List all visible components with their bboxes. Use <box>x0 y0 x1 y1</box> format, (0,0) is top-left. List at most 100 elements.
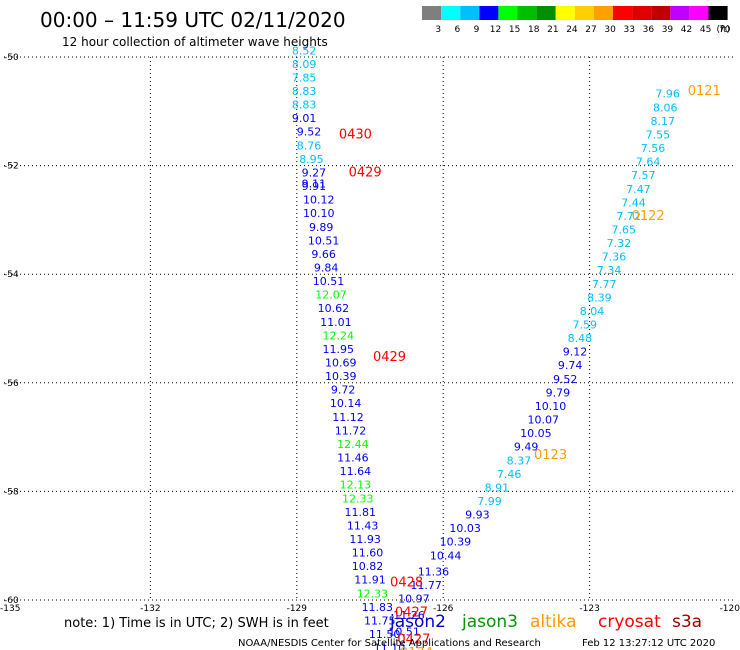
plot-axes: -135 -132 -129 -126 -123 -120 -50 -52 -54 -56 -58 -… <box>0 53 740 614</box>
swh-value-label: 7.64 <box>636 156 661 169</box>
legend-swatch <box>517 6 537 20</box>
plot-grid <box>4 56 736 601</box>
swh-value-label: 11.36 <box>418 566 450 579</box>
time-label: 0427 <box>397 632 430 647</box>
swh-value-label: 8.04 <box>580 305 605 318</box>
swh-value-label: 9.52 <box>553 373 578 386</box>
legend-tick-label: 15 <box>509 25 520 35</box>
legend-tick-label: 3 <box>435 25 441 35</box>
swh-value-label: 8.37 <box>507 454 532 467</box>
swh-value-label: 11.95 <box>323 343 355 356</box>
swh-value-label: 7.99 <box>477 495 502 508</box>
swh-value-label: 12.07 <box>315 289 347 302</box>
swh-value-label: 11.10 <box>374 642 406 650</box>
swh-value-label: 11.81 <box>344 506 376 519</box>
swh-value-label: 10.05 <box>520 427 552 440</box>
swh-value-label: 11.75 <box>364 614 396 627</box>
legend-swatch <box>689 6 709 20</box>
y-tick-label: -54 <box>4 270 19 280</box>
x-tick-label: -135 <box>0 604 20 614</box>
swh-value-label: 9.52 <box>297 126 322 139</box>
legend-tick-label: 42 <box>681 25 692 35</box>
swh-value-label: 9.12 <box>563 346 588 359</box>
swh-value-label: 10.07 <box>527 414 559 427</box>
y-tick-label: -60 <box>4 596 19 606</box>
swh-value-label: 11.46 <box>337 452 369 465</box>
swh-value-label: 8.17 <box>651 115 676 128</box>
legend-swatch <box>441 6 461 20</box>
legend-tick-label: 9 <box>474 25 480 35</box>
footer-note: note: 1) Time is in UTC; 2) SWH is in fe… <box>64 616 329 631</box>
swh-value-label: 10.39 <box>440 536 472 549</box>
swh-value-label: 7.59 <box>572 319 597 332</box>
time-label: 0428 <box>390 575 423 590</box>
legend-tick-label: 45 <box>700 25 711 35</box>
swh-value-label: 7.96 <box>655 88 680 101</box>
swh-value-label: 11.43 <box>347 519 379 532</box>
swh-value-label: 9.72 <box>331 384 356 397</box>
swh-value-label: 10.69 <box>325 357 357 370</box>
legend-tick-label: 33 <box>624 25 635 35</box>
x-tick-label: -129 <box>287 604 308 614</box>
swh-value-label: 11.72 <box>335 424 367 437</box>
swh-value-label: 9.27 <box>302 166 327 179</box>
swh-value-label: 10.03 <box>449 522 481 535</box>
swh-value-label: 9.49 <box>514 441 539 454</box>
swh-value-label: 11.12 <box>332 411 364 424</box>
swh-value-label: 7.72 <box>616 210 641 223</box>
time-label: 0429 <box>349 165 382 180</box>
swh-value-label: 11.60 <box>352 547 384 560</box>
swh-value-label: 7.47 <box>626 183 651 196</box>
footer-timestamp: Feb 12 13:27:12 UTC 2020 <box>582 638 715 649</box>
swh-value-label: 8.76 <box>297 139 322 152</box>
swh-value-label: 11.83 <box>362 601 394 614</box>
x-tick-label: -132 <box>140 604 160 614</box>
swh-value-label: 9.93 <box>465 509 490 522</box>
swh-value-label: 7.44 <box>621 196 646 209</box>
swh-value-label: 7.57 <box>631 169 656 182</box>
swh-value-label: 10.51 <box>308 234 340 247</box>
swh-value-label: 9.79 <box>546 386 571 399</box>
legend-swatch <box>422 6 442 20</box>
swh-value-label: 7.85 <box>292 71 317 84</box>
swh-labels: 8.528.097.858.838.839.019.528.768.959.27… <box>292 44 680 650</box>
time-label: 0429 <box>373 350 406 365</box>
swh-value-label: 11.50 <box>369 628 401 641</box>
legend-tick-label: 36 <box>643 25 655 35</box>
legend-tick-label: 70 <box>719 25 731 35</box>
legend-swatch <box>670 6 690 20</box>
swh-value-label: 9.74 <box>558 359 583 372</box>
swh-value-label: 9.91 <box>302 180 327 193</box>
time-label: 0121 <box>688 84 721 99</box>
legend-tick-label: 24 <box>566 25 578 35</box>
swh-value-label: 7.46 <box>497 468 522 481</box>
swh-value-label: 8.09 <box>292 58 317 71</box>
legend-swatch <box>479 6 499 20</box>
swh-value-label: 7.77 <box>592 278 617 291</box>
swh-value-label: 8.91 <box>485 481 510 494</box>
swh-value-label: 8.83 <box>292 85 317 98</box>
swh-value-label: 10.10 <box>303 207 335 220</box>
legend-swatch <box>651 6 671 20</box>
swh-value-label: 10.39 <box>325 370 357 383</box>
swh-value-label: 10.14 <box>330 397 362 410</box>
swh-value-label: 10.51 <box>313 275 345 288</box>
swh-value-label: 10.97 <box>398 593 430 606</box>
swh-value-label: 12.33 <box>357 587 389 600</box>
legend-swatch <box>536 6 556 20</box>
x-tick-label: -123 <box>579 604 599 614</box>
legend-tick-label: 30 <box>604 25 616 35</box>
swh-value-label: 12.24 <box>323 329 355 342</box>
y-tick-label: -56 <box>4 379 19 389</box>
swh-value-label: 7.56 <box>641 142 666 155</box>
x-tick-label: -120 <box>720 604 740 614</box>
legend-tick-label: 27 <box>585 25 596 35</box>
swh-value-label: 12.13 <box>340 479 372 492</box>
time-label: 0123 <box>534 448 567 463</box>
satellite-name: s3a <box>672 612 702 632</box>
legend-tick-label: 6 <box>454 25 460 35</box>
y-tick-label: -58 <box>4 487 19 497</box>
time-label: 0124 <box>400 646 433 650</box>
legend-swatch <box>632 6 652 20</box>
